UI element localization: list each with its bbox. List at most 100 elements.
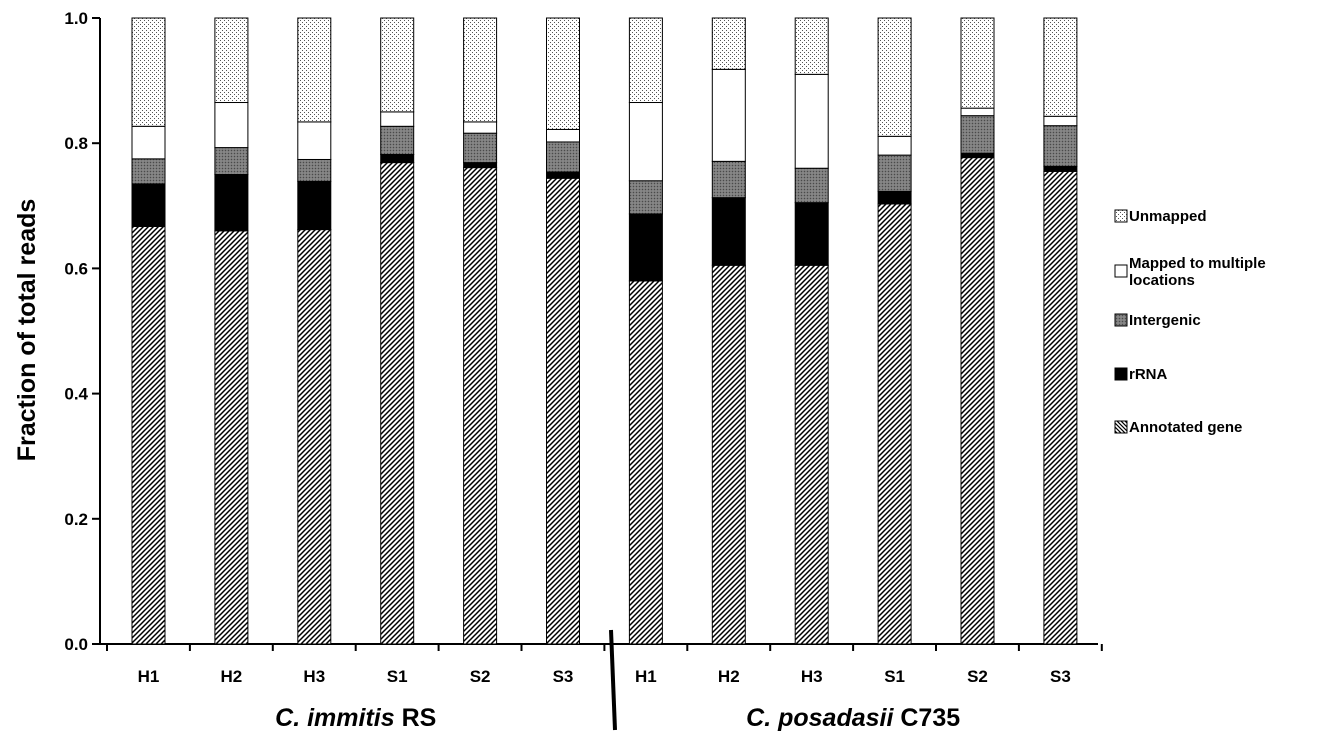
bar-stack bbox=[960, 17, 995, 645]
bar-segment-rrna bbox=[297, 180, 332, 231]
bar-stack bbox=[711, 17, 746, 645]
x-tick-label: H2 bbox=[718, 667, 740, 686]
bar-segment-rrna bbox=[463, 162, 498, 169]
legend: Unmapped Mapped to multiple locations Inter… bbox=[1114, 208, 1266, 436]
bar-segment-rrna bbox=[131, 183, 166, 227]
bar-stack bbox=[877, 17, 912, 645]
bar-segment-unmapped bbox=[214, 17, 249, 104]
bar-segment-intergenic bbox=[214, 147, 249, 175]
y-tick-label: 0.2 bbox=[64, 510, 88, 529]
bars bbox=[131, 17, 1078, 645]
bar-segment-intergenic bbox=[297, 158, 332, 182]
bar-segment-unmapped bbox=[463, 17, 498, 123]
bar-segment-mapped-to-multiple-locations bbox=[628, 102, 663, 182]
bar-segment-unmapped bbox=[546, 17, 580, 130]
bar-segment-unmapped bbox=[131, 17, 166, 127]
y-axis-title: Fraction of total reads bbox=[13, 199, 41, 462]
bar-segment-annotated-gene bbox=[380, 162, 415, 645]
bar-segment-intergenic bbox=[546, 141, 580, 173]
bar-segment-rrna bbox=[546, 171, 580, 179]
legend-item: Unmapped bbox=[1114, 208, 1207, 225]
legend-item: Mapped to multiple locations bbox=[1114, 255, 1266, 289]
bar-segment-mapped-to-multiple-locations bbox=[546, 128, 580, 143]
bar-segment-mapped-to-multiple-locations bbox=[463, 121, 498, 134]
bar-segment-annotated-gene bbox=[960, 157, 995, 645]
bar-segment-unmapped bbox=[794, 17, 829, 75]
group-separator bbox=[609, 629, 617, 731]
x-axis: H1 H2 H3 S1 S2 S3 H1 H2 H3 S1 S2 S3C. immitis RS C. … bbox=[100, 643, 1103, 732]
y-axis: 0.0 0.2 0.4 0.6 0.8 1.0 bbox=[64, 9, 101, 654]
x-tick-label: S3 bbox=[553, 667, 574, 686]
legend-item: Intergenic bbox=[1114, 312, 1201, 329]
bar-segment-rrna bbox=[960, 152, 995, 159]
bar-segment-annotated-gene bbox=[711, 264, 746, 645]
bar-segment-unmapped bbox=[711, 17, 746, 70]
bar-segment-annotated-gene bbox=[546, 177, 580, 645]
group-label-species: C. posadasii bbox=[746, 704, 894, 732]
bar-segment-intergenic bbox=[1043, 125, 1078, 167]
bar-segment-unmapped bbox=[628, 17, 663, 104]
bar-segment-intergenic bbox=[131, 158, 166, 185]
bar-segment-mapped-to-multiple-locations bbox=[1043, 115, 1078, 127]
bar-segment-unmapped bbox=[877, 17, 912, 137]
bar-segment-intergenic bbox=[960, 115, 995, 154]
bar-segment-intergenic bbox=[794, 167, 829, 204]
legend-swatch bbox=[1114, 367, 1128, 381]
x-tick-label: S1 bbox=[884, 667, 905, 686]
bar-segment-rrna bbox=[794, 202, 829, 266]
legend-label: Unmapped bbox=[1129, 208, 1207, 225]
group-label: C. posadasii C735 bbox=[746, 704, 960, 732]
bar-segment-intergenic bbox=[628, 180, 663, 215]
bar-segment-unmapped bbox=[380, 17, 415, 113]
legend-swatch bbox=[1114, 209, 1128, 223]
bar-segment-intergenic bbox=[711, 160, 746, 199]
bar-stack bbox=[628, 17, 663, 645]
legend-swatch bbox=[1114, 264, 1128, 278]
legend-label: Mapped to multiple locations bbox=[1129, 255, 1266, 289]
group-label: C. immitis RS bbox=[275, 704, 436, 732]
bar-segment-mapped-to-multiple-locations bbox=[794, 73, 829, 169]
x-tick-label: S2 bbox=[967, 667, 988, 686]
y-tick-label: 0.4 bbox=[64, 385, 88, 404]
y-tick-label: 1.0 bbox=[64, 9, 88, 28]
bar-segment-annotated-gene bbox=[877, 203, 912, 645]
group-label-strain: C735 bbox=[893, 704, 960, 732]
x-tick-label: H1 bbox=[635, 667, 657, 686]
legend-item: rRNA bbox=[1114, 366, 1168, 383]
bar-stack bbox=[794, 17, 829, 645]
bar-segment-annotated-gene bbox=[297, 229, 332, 645]
legend-swatch bbox=[1114, 313, 1128, 327]
bar-stack bbox=[380, 17, 415, 645]
legend-item: Annotated gene bbox=[1114, 419, 1242, 436]
y-tick-label: 0.6 bbox=[64, 259, 88, 278]
bar-stack bbox=[546, 17, 580, 645]
bar-segment-annotated-gene bbox=[463, 167, 498, 645]
bar-stack bbox=[1043, 17, 1078, 645]
legend-label: rRNA bbox=[1129, 366, 1168, 383]
legend-swatch bbox=[1114, 420, 1128, 434]
bar-segment-mapped-to-multiple-locations bbox=[960, 107, 995, 117]
x-tick-label: H3 bbox=[303, 667, 325, 686]
bar-segment-mapped-to-multiple-locations bbox=[214, 102, 249, 149]
y-tick-label: 0.0 bbox=[64, 635, 88, 654]
bar-stack bbox=[297, 17, 332, 645]
bar-stack bbox=[463, 17, 498, 645]
x-tick-label: S2 bbox=[470, 667, 491, 686]
bar-segment-annotated-gene bbox=[131, 225, 166, 645]
bar-segment-annotated-gene bbox=[1043, 170, 1078, 645]
group-label-strain: RS bbox=[395, 704, 437, 732]
bar-segment-unmapped bbox=[1043, 17, 1078, 117]
bar-segment-unmapped bbox=[297, 17, 332, 123]
bar-segment-mapped-to-multiple-locations bbox=[877, 135, 912, 156]
bar-segment-rrna bbox=[711, 197, 746, 266]
bar-segment-intergenic bbox=[380, 125, 415, 155]
x-tick-label: H1 bbox=[138, 667, 160, 686]
bar-segment-mapped-to-multiple-locations bbox=[131, 125, 166, 160]
bar-segment-annotated-gene bbox=[628, 280, 663, 645]
bar-stack bbox=[131, 17, 166, 645]
x-tick-label: H3 bbox=[801, 667, 823, 686]
x-tick-label: H2 bbox=[221, 667, 243, 686]
bar-segment-mapped-to-multiple-locations bbox=[380, 111, 415, 127]
x-tick-label: S1 bbox=[387, 667, 408, 686]
